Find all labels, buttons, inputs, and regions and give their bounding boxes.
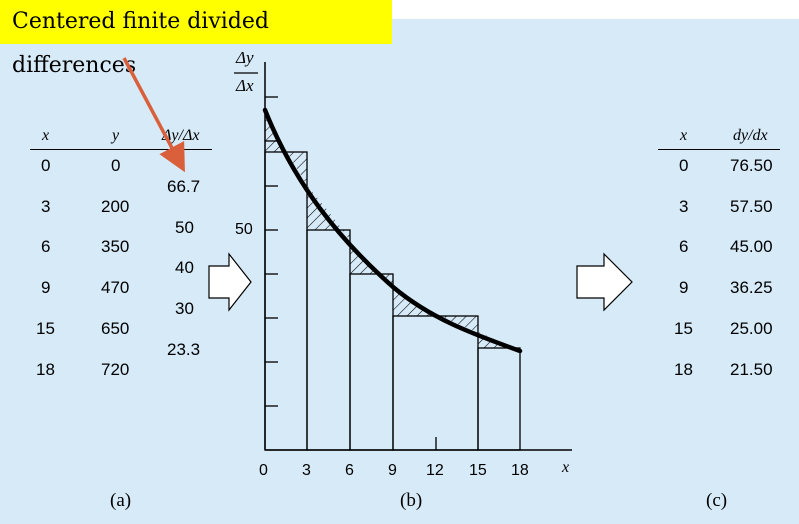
table-a-y-cell: 470 [101,278,130,297]
chart-xtick-label: 9 [388,462,397,479]
figure-background [0,19,799,524]
caption-c: (c) [706,490,728,511]
table-a-x-cell: 6 [41,237,51,256]
chart-ylabel-denominator: Δx [236,76,254,95]
table-c-header-rule [658,149,780,150]
table-c-dydx-cell: 76.50 [730,156,773,175]
table-a-diff-cell: 40 [175,258,194,277]
table-a-y-cell: 350 [101,237,130,256]
table-a-x-cell: 15 [36,319,55,338]
table-c-header-x: x [680,127,688,144]
chart-ytick-label: 50 [235,221,253,238]
table-c-x-cell: 6 [679,237,689,256]
table-a-diff-cell: 30 [175,299,194,318]
table-c-dydx-cell: 25.00 [730,319,773,338]
table-a-x-cell: 9 [41,278,51,297]
table-a-x-cell: 18 [36,360,55,379]
derivative-curve [262,107,523,354]
table-a-diff-cell: 23.3 [167,340,201,359]
chart-bar [306,229,351,451]
table-a-diff-cell: 66.7 [167,177,201,196]
table-a-header-y: y [112,127,120,144]
chart-xtick-label: 6 [345,462,354,479]
table-c-dydx-cell: 21.50 [730,360,773,379]
table-a-y-cell: 650 [101,319,130,338]
chart-bar [392,315,479,451]
chart-xtick-label: 0 [259,462,268,479]
chart-xtick-label: 3 [302,462,311,479]
block-arrow-right [576,252,633,312]
hatch-region [307,185,350,241]
table-c-x-cell: 18 [674,360,693,379]
block-arrow-right [208,252,252,312]
chart-ylabel-numerator: Δy [236,48,254,67]
table-a-header-rule [30,149,212,150]
table-a-header-x: x [42,127,50,144]
table-a-y-cell: 720 [101,360,130,379]
table-c-dydx-cell: 45.00 [730,237,773,256]
table-c-dydx-cell: 57.50 [730,197,773,216]
chart-bar [477,347,521,451]
chart-xlabel: x [562,459,570,476]
chart-bar [349,273,394,451]
table-a-header-dydx: Δy/Δx [162,127,200,144]
chart-xtick-label: 15 [469,462,487,479]
chart-xtick-label: 18 [511,462,529,479]
table-c-x-cell: 0 [679,156,689,175]
table-c-header-dydx: dy/dx [733,127,768,144]
table-a-diff-cell: 50 [175,218,194,237]
caption-b: (b) [400,490,423,511]
hatch-region [265,110,307,185]
table-c-x-cell: 3 [679,197,689,216]
table-a-y-cell: 0 [111,156,121,175]
table-c-dydx-cell: 36.25 [730,278,773,297]
pointer-arrow [122,57,185,173]
title-banner: Centered finite divided differences [0,0,392,78]
chart-bar [264,151,308,451]
table-a-x-cell: 3 [41,197,51,216]
table-c-x-cell: 9 [679,278,689,297]
table-c-x-cell: 15 [674,319,693,338]
table-a-x-cell: 0 [41,156,51,175]
chart-xtick-label: 12 [426,462,444,479]
table-a-y-cell: 200 [101,197,130,216]
hatch-region [393,287,478,332]
caption-a: (a) [110,490,132,511]
